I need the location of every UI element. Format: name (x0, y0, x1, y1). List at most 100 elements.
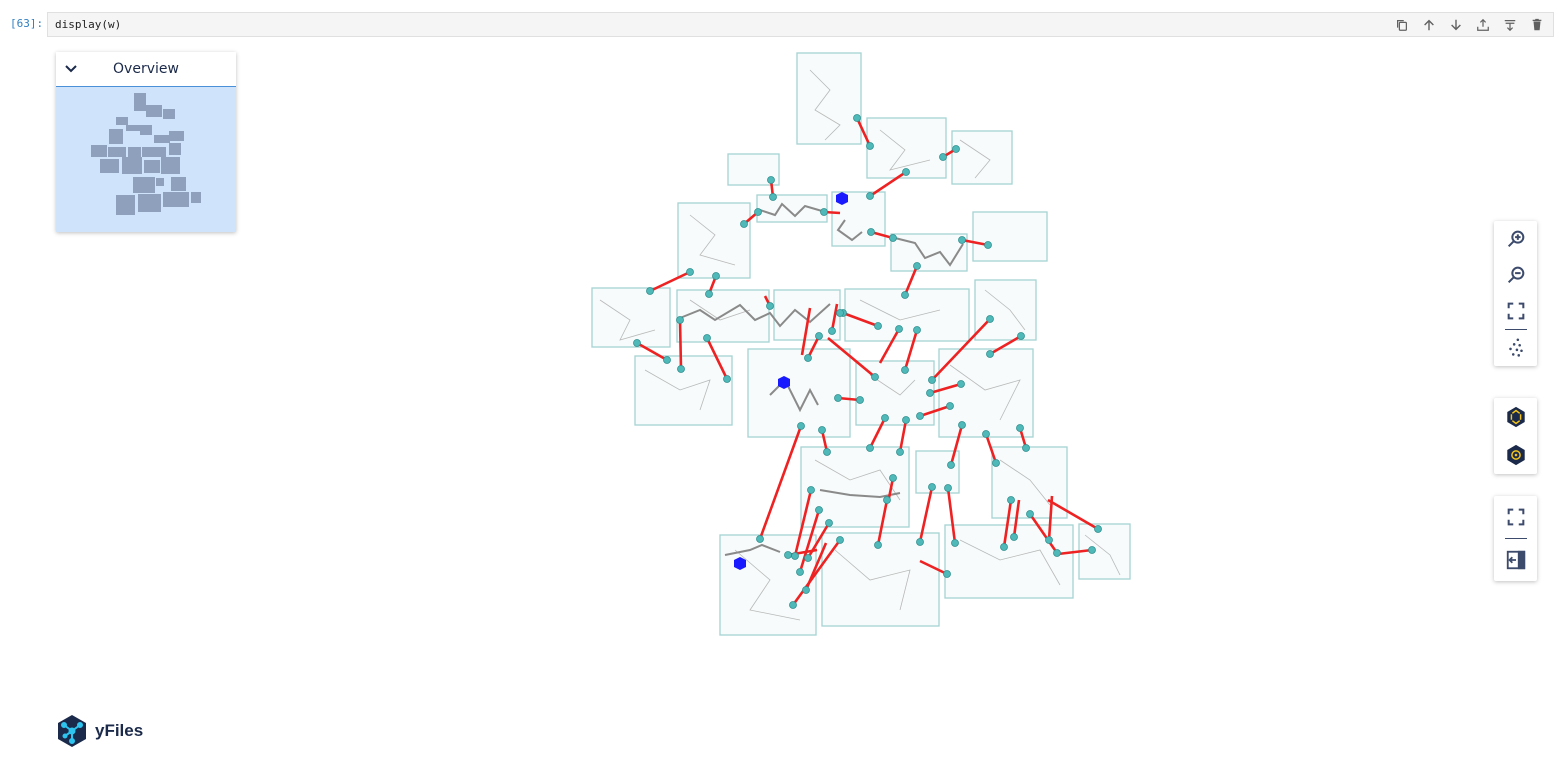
graph-node (853, 114, 861, 122)
overview-panel: Overview (56, 52, 236, 232)
graph-node (951, 539, 959, 547)
graph-node (856, 396, 864, 404)
graph-node (939, 153, 947, 161)
fit-content-icon[interactable] (1494, 293, 1537, 329)
inter-group-edges (636, 117, 1099, 606)
move-down-icon[interactable] (1445, 16, 1466, 34)
graph-node (902, 168, 910, 176)
group-node (821, 532, 940, 627)
group-node (866, 117, 947, 179)
graph-node (834, 394, 842, 402)
graph-node (633, 339, 641, 347)
group-nodes (591, 52, 1131, 636)
group-node (677, 202, 751, 279)
code-cell[interactable]: display(w) (47, 12, 1554, 37)
chevron-down-icon[interactable] (62, 60, 80, 78)
group-node (719, 534, 817, 636)
yfiles-logo-text: yFiles (95, 721, 144, 740)
graph-node (663, 356, 671, 364)
graph-node (807, 486, 815, 494)
graph-node (646, 287, 654, 295)
cell-prompt: [63]: (10, 17, 44, 30)
group-node (944, 524, 1074, 599)
graph-node (896, 448, 904, 456)
group-node (991, 446, 1068, 519)
insert-above-icon[interactable] (1472, 16, 1493, 34)
graph-node (946, 402, 954, 410)
overview-header[interactable]: Overview (56, 52, 236, 87)
zoom-in-icon[interactable] (1494, 221, 1537, 257)
graph-node (982, 430, 990, 438)
graph-node (913, 262, 921, 270)
graph-node (952, 145, 960, 153)
graph-node (944, 484, 952, 492)
hierarchic-layout-icon[interactable] (1494, 398, 1537, 436)
layout-toolbar (1494, 398, 1537, 474)
highlighted-node (778, 376, 790, 389)
layout-icon[interactable] (1494, 330, 1537, 366)
graph-node (815, 506, 823, 514)
graph-node (889, 234, 897, 242)
graph-node (1094, 525, 1102, 533)
graph-node (828, 327, 836, 335)
overview-title: Overview (113, 61, 179, 77)
graph-node (686, 268, 694, 276)
graph-node (895, 325, 903, 333)
graph-node (913, 326, 921, 334)
group-node (796, 52, 862, 145)
toggle-sidebar-icon[interactable] (1494, 539, 1537, 581)
nodes (633, 114, 1102, 609)
toolbar-separator (1504, 538, 1527, 539)
graph-node (866, 142, 874, 150)
graph-node (926, 389, 934, 397)
graph-node (866, 444, 874, 452)
graph-node (802, 586, 810, 594)
group-node (747, 348, 851, 438)
graph-node (871, 373, 879, 381)
graph-node (986, 350, 994, 358)
graph-node (1000, 543, 1008, 551)
graph-node (1017, 332, 1025, 340)
graph-node (784, 551, 792, 559)
highlighted-node (734, 557, 746, 570)
group-node (591, 287, 671, 348)
graph-node (874, 322, 882, 330)
graph-node (984, 241, 992, 249)
graph-node (883, 496, 891, 504)
graph-node (889, 474, 897, 482)
move-up-icon[interactable] (1418, 16, 1439, 34)
graph-node (825, 519, 833, 527)
graph-node (1053, 549, 1061, 557)
graph-node (986, 315, 994, 323)
graph-node (723, 375, 731, 383)
graph-node (943, 570, 951, 578)
graph-node (676, 316, 684, 324)
inner-chains (679, 202, 964, 556)
highlighted-nodes (734, 192, 848, 570)
circular-layout-icon[interactable] (1494, 436, 1537, 474)
graph-node (797, 422, 805, 430)
overview-minimap[interactable] (56, 87, 236, 232)
graph-node (958, 236, 966, 244)
graph-node (804, 554, 812, 562)
graph-node (992, 459, 1000, 467)
group-node (972, 211, 1048, 262)
insert-below-icon[interactable] (1499, 16, 1520, 34)
delete-icon[interactable] (1526, 16, 1547, 34)
zoom-out-icon[interactable] (1494, 257, 1537, 293)
graph-node (804, 354, 812, 362)
graph-node (791, 552, 799, 560)
graph-node (705, 290, 713, 298)
view-toolbar (1494, 496, 1537, 581)
fullscreen-icon[interactable] (1494, 496, 1537, 538)
yfiles-logo: yFiles (55, 714, 143, 748)
graph-node (901, 366, 909, 374)
graph-node (1026, 510, 1034, 518)
cell-toolbar (1391, 16, 1547, 34)
graph-node (1022, 444, 1030, 452)
duplicate-icon[interactable] (1391, 16, 1412, 34)
graph-node (1007, 496, 1015, 504)
graph-node (916, 538, 924, 546)
cell-code[interactable]: display(w) (55, 18, 122, 31)
